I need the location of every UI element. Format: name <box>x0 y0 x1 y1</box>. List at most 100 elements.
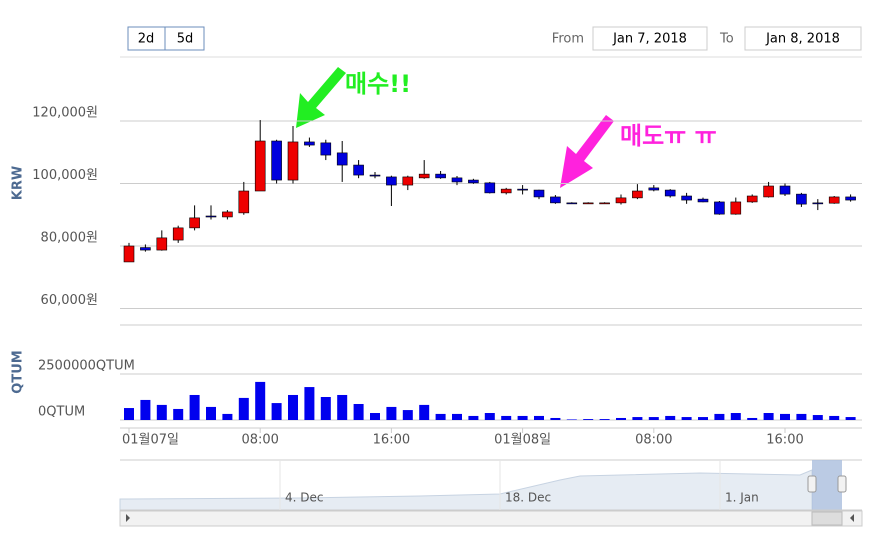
candle-body <box>435 173 446 179</box>
volume-tick-label: 2500000QTUM <box>38 359 135 374</box>
to-input[interactable] <box>744 26 862 51</box>
volume-bar <box>665 415 676 420</box>
volume-bar <box>698 417 708 420</box>
x-tick-label: 01월07일 <box>122 433 179 448</box>
volume-bar <box>255 381 266 420</box>
candle-body <box>336 152 348 166</box>
volume-bar <box>566 419 577 420</box>
candle-body <box>714 201 725 215</box>
volume-bar <box>419 404 430 420</box>
candle-body <box>763 185 774 198</box>
scrollbar[interactable] <box>119 510 863 527</box>
volume-bar <box>206 406 216 420</box>
range-button[interactable]: 2d <box>138 32 155 47</box>
candle-body <box>254 140 266 192</box>
volume-bar <box>632 417 643 420</box>
from-value[interactable]: Jan 7, 2018 <box>612 32 687 47</box>
x-tick-label: 16:00 <box>373 433 410 448</box>
volume-bar <box>288 394 298 420</box>
volume-bar <box>222 413 233 420</box>
volume-bar <box>370 413 380 420</box>
volume-bar <box>124 408 134 420</box>
candle-body <box>812 202 824 205</box>
candle-body <box>205 215 217 218</box>
candle-body <box>648 187 660 191</box>
navigator-selection[interactable] <box>812 460 842 510</box>
volume-bar <box>714 413 725 420</box>
volume-bar <box>648 417 659 420</box>
volume-bar <box>468 415 479 420</box>
navigator-handle[interactable] <box>807 475 817 493</box>
candle-body <box>386 176 397 186</box>
volume-bar <box>616 417 626 420</box>
volume-bar <box>402 410 413 420</box>
x-tick-label: 16:00 <box>766 433 803 448</box>
volume-bar <box>173 408 184 420</box>
candle-body <box>353 164 364 176</box>
candle-body <box>140 247 151 251</box>
y-tick-label: 100,000원 <box>32 168 98 183</box>
y-tick-label: 60,000원 <box>41 293 98 308</box>
y-tick-label: 120,000원 <box>32 106 98 121</box>
volume-bar <box>386 406 397 420</box>
volume-bar <box>140 399 151 420</box>
volume-bar <box>238 397 249 420</box>
candle-body <box>615 197 627 204</box>
volume-bar <box>271 403 282 420</box>
range-buttons <box>127 26 205 51</box>
volume-bar <box>829 415 840 420</box>
scroll-left[interactable] <box>126 514 130 522</box>
annotation: 매도ㅠ ㅠ <box>620 122 717 150</box>
scroll-right[interactable] <box>850 514 854 522</box>
navigator-label: 1. Jan <box>725 491 759 505</box>
volume-bar <box>550 417 561 420</box>
candle-body <box>681 195 692 201</box>
volume-bar <box>501 415 512 420</box>
candle-body <box>566 202 578 205</box>
volume-bar <box>796 413 807 420</box>
range-button[interactable]: 5d <box>177 32 194 47</box>
navigator-area <box>119 469 813 511</box>
sell-arrow <box>560 115 614 188</box>
candle-body <box>517 188 528 191</box>
x-tick-label: 08:00 <box>241 433 278 448</box>
candle-body <box>779 185 791 195</box>
annotation: 매수!! <box>345 70 411 98</box>
navigator-handle[interactable] <box>837 475 847 493</box>
candle-body <box>287 141 299 181</box>
candle-body <box>189 217 200 229</box>
candle-body <box>484 182 496 194</box>
candle-body <box>402 176 414 186</box>
navigator-label: 18. Dec <box>505 491 551 505</box>
volume-bar <box>747 417 758 420</box>
candle-body <box>599 202 610 205</box>
candle-body <box>238 190 250 214</box>
from-label: From <box>552 32 584 47</box>
volume-bar <box>517 415 528 420</box>
volume-bar <box>320 397 331 420</box>
volume-bar <box>189 394 200 420</box>
candle-body <box>320 142 332 156</box>
navigator <box>119 459 863 527</box>
candle-body <box>500 188 512 194</box>
candle-body <box>550 196 561 204</box>
volume-bar <box>763 413 774 420</box>
volume-axis-title: QTUM <box>11 350 26 393</box>
to-value[interactable]: Jan 8, 2018 <box>765 32 840 47</box>
candle-body <box>582 202 594 205</box>
volume-bar <box>583 419 594 420</box>
x-tick-label: 01월08일 <box>494 433 551 448</box>
candle-body <box>828 196 840 204</box>
scrollbar-thumb[interactable] <box>811 511 843 526</box>
candle-body <box>533 189 545 198</box>
volume-bar <box>435 413 446 420</box>
candle-body <box>271 140 282 181</box>
from-input[interactable] <box>592 26 708 51</box>
candle-body <box>172 227 184 241</box>
to-label: To <box>719 32 734 47</box>
y-axis-title: KRW <box>11 166 26 200</box>
candle-body <box>845 196 856 201</box>
candle-body <box>418 173 430 179</box>
volume-bar <box>156 404 167 420</box>
volume-bar <box>353 403 364 420</box>
